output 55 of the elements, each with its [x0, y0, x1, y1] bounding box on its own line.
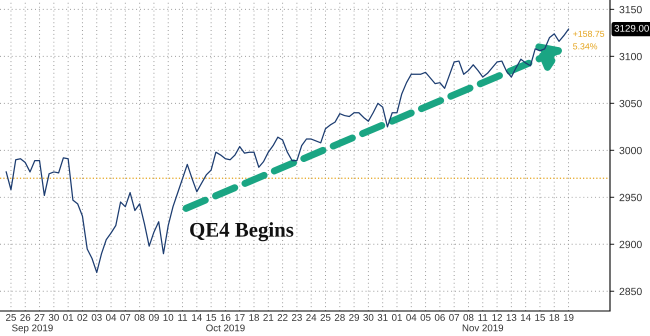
annotation: 5.34% [573, 43, 598, 50]
annotation: QE4 Begins [190, 222, 294, 242]
y-tick-label: 3050 [619, 100, 642, 108]
y-tick-label: 3000 [619, 146, 642, 154]
x-tick-label: 16 [220, 314, 230, 321]
x-tick-label: 15 [206, 314, 216, 321]
x-tick-label: 15 [535, 314, 545, 321]
x-tick-label: 07 [120, 314, 130, 321]
x-tick-label: 17 [235, 314, 245, 321]
x-tick-label: 28 [334, 314, 345, 321]
x-tick-label: 11 [478, 314, 488, 321]
x-tick-label: 02 [77, 314, 88, 321]
x-tick-label: 09 [148, 314, 159, 321]
annotation: +158.75 [573, 30, 604, 37]
y-tick-label: 3150 [619, 6, 642, 14]
x-tick-label: 03 [92, 314, 102, 321]
x-tick-label: 12 [492, 314, 502, 321]
x-tick-label: 30 [48, 314, 59, 321]
x-tick-label: 29 [349, 314, 360, 321]
x-tick-label: 22 [278, 314, 288, 321]
x-tick-label: 08 [463, 314, 474, 321]
text: Nov 2019 [462, 324, 504, 332]
x-tick-label: 14 [192, 314, 202, 321]
x-tick-label: 18 [249, 314, 259, 321]
x-tick-label: 24 [306, 314, 316, 321]
x-tick-label: 21 [263, 314, 274, 321]
x-tick-label: 19 [564, 314, 574, 321]
text: 3129.00 [614, 24, 649, 32]
x-tick-label: 11 [178, 314, 188, 321]
x-tick-label: 08 [134, 314, 145, 321]
x-tick-label: 06 [434, 314, 445, 321]
text: Oct 2019 [206, 324, 245, 332]
x-tick-label: 13 [506, 314, 516, 321]
y-tick-label: 2900 [620, 240, 642, 248]
y-tick-label: 2850 [620, 288, 642, 296]
x-tick-label: 10 [164, 314, 174, 321]
x-tick-label: 27 [34, 314, 44, 321]
x-tick-label: 18 [550, 314, 560, 321]
x-tick-label: 01 [392, 314, 402, 321]
x-tick-label: 23 [292, 314, 302, 321]
x-tick-label: 31 [378, 314, 388, 321]
x-tick-label: 04 [106, 314, 116, 321]
x-tick-label: 25 [320, 314, 330, 321]
x-tick-label: 07 [449, 314, 460, 321]
y-tick-label: 2950 [620, 194, 642, 202]
x-tick-label: 26 [20, 314, 30, 321]
x-tick-label: 04 [406, 314, 416, 321]
x-tick-label: 30 [363, 314, 374, 321]
x-tick-label: 05 [420, 314, 431, 321]
line-series [6, 28, 570, 274]
text: Sep 2019 [12, 324, 53, 334]
y-tick-label: 3100 [619, 52, 642, 60]
x-tick-label: 14 [520, 314, 531, 321]
x-tick-label: 25 [6, 314, 16, 321]
x-tick-label: 01 [63, 314, 74, 321]
